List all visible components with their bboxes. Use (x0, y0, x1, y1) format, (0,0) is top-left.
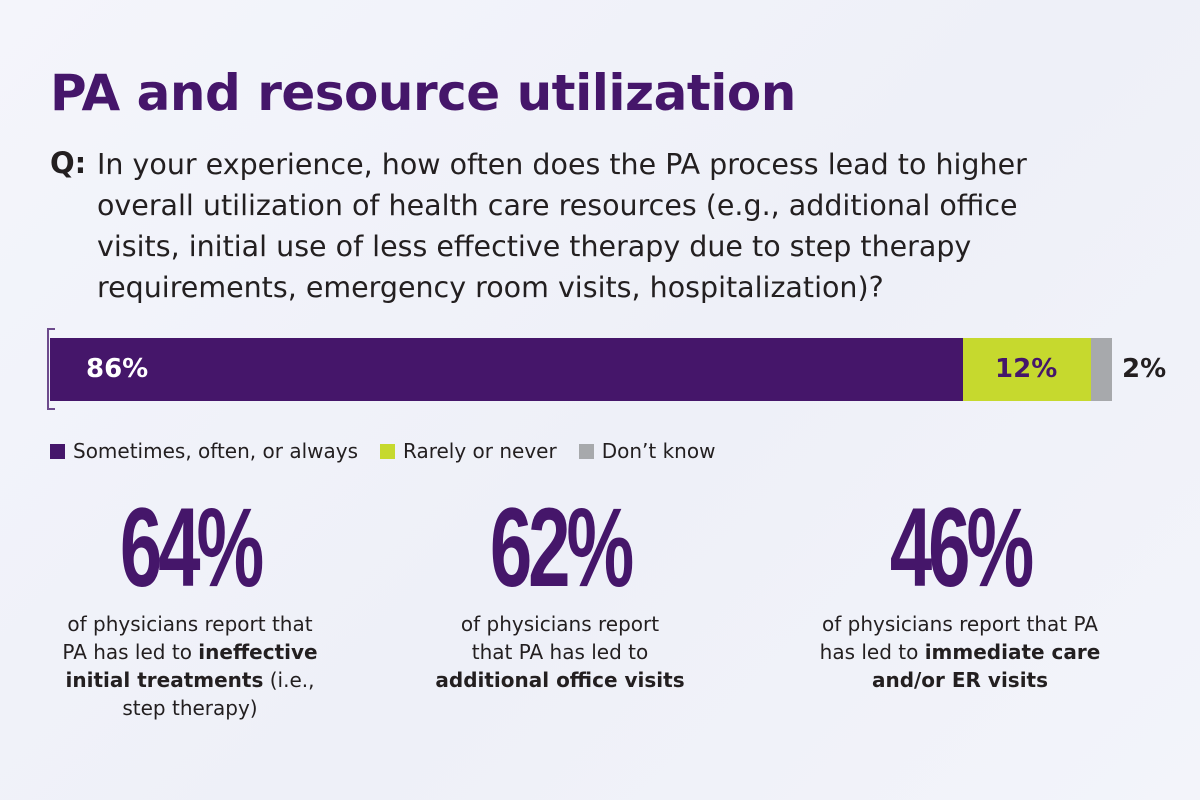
question-label: Q: (50, 146, 87, 180)
legend-label: Don’t know (601, 439, 716, 463)
legend-swatch (380, 443, 395, 459)
bar-bracket (47, 328, 55, 410)
segment-sometimes (50, 338, 964, 401)
legend-label: Sometimes, often, or always (73, 439, 358, 463)
stat-value: 64% (119, 485, 264, 610)
segment-dont-know (1090, 338, 1112, 401)
question-text: In your experience, how often does the P… (97, 144, 1167, 308)
legend-item: Sometimes, often, or always (50, 439, 358, 463)
stat-value: 46% (889, 485, 1034, 610)
legend-swatch (50, 443, 65, 459)
chart-legend: Sometimes, often, or always Rarely or nev… (50, 438, 715, 464)
data-label: 2% (1122, 354, 1167, 384)
stacked-bar-chart: 86% 12% 2% (50, 338, 1166, 401)
stat-office-visits: 62% of physicians report that PA has led t… (410, 492, 710, 694)
question-line: visits, initial use of less effective th… (97, 230, 972, 263)
stat-description: of physicians report that PA has led to ad… (435, 612, 685, 692)
question-line: requirements, emergency room visits, hos… (97, 271, 884, 304)
stat-description: of physicians report that PA has led to i… (62, 612, 318, 720)
data-label: 12% (995, 354, 1058, 384)
legend-swatch (578, 443, 594, 459)
data-label: 86% (86, 354, 149, 384)
legend-item: Don’t know (578, 439, 716, 463)
question-line: In your experience, how often does the P… (97, 148, 1027, 181)
segment-rarely (963, 338, 1091, 401)
legend-label: Rarely or never (403, 439, 557, 463)
stat-value: 62% (489, 485, 634, 610)
stat-er-visits: 46% of physicians report that PA has led t… (790, 492, 1130, 694)
legend-item: Rarely or never (380, 439, 557, 463)
stat-description: of physicians report that PA has led to i… (819, 612, 1101, 692)
page-title: PA and resource utilization (50, 64, 796, 122)
stat-ineffective-treatments: 64% of physicians report that PA has led t… (40, 492, 340, 722)
question-line: overall utilization of health care resou… (97, 189, 1018, 222)
